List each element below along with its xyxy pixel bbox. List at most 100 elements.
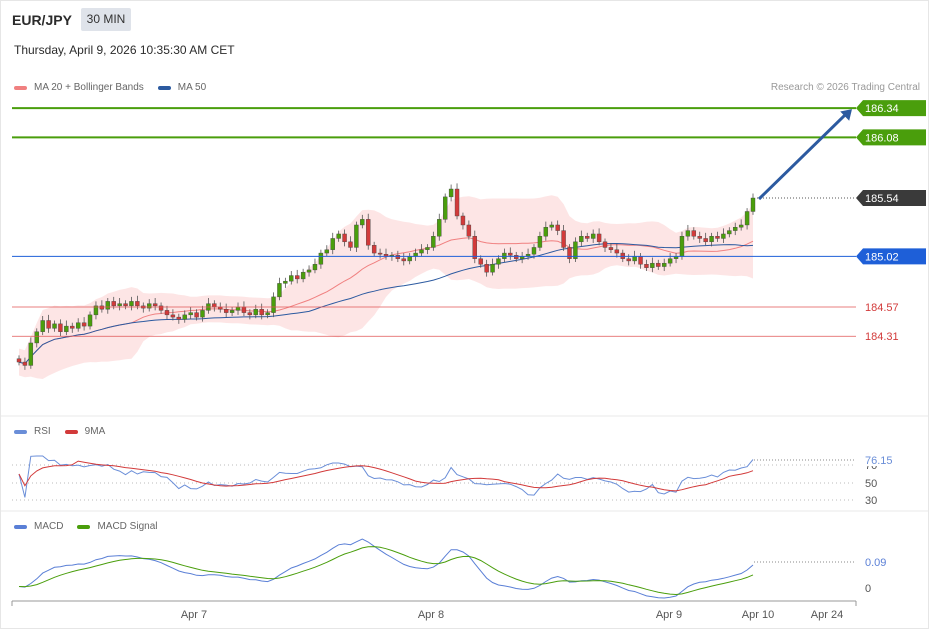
candle-body: [567, 247, 572, 259]
candle-body: [147, 303, 152, 309]
candle-body: [318, 252, 324, 265]
macd-legend: MACD MACD Signal: [14, 521, 171, 532]
candle-body: [306, 269, 312, 273]
resistance-label-bg: [856, 100, 926, 117]
macd-panel: 0.09 0: [18, 538, 886, 599]
candle-body: [111, 301, 116, 307]
candle-body: [64, 325, 69, 332]
resistance-label: 186.34: [865, 103, 899, 115]
candle-body: [58, 323, 63, 332]
candle-body: [70, 325, 75, 329]
candle-body: [514, 255, 519, 259]
candle-body: [330, 238, 335, 250]
macd-last-value: 0.09: [865, 557, 886, 569]
bollinger-band: [19, 195, 753, 379]
candle-body: [152, 303, 158, 307]
rsi-tick-30: 30: [865, 495, 877, 507]
candle-body: [253, 309, 258, 316]
candle-body: [265, 312, 270, 316]
x-tick-apr24: Apr 24: [811, 609, 843, 621]
macd-tick-0: 0: [865, 583, 871, 595]
ma20-legend-swatch: [14, 85, 27, 90]
candle-body: [579, 236, 584, 243]
candle-body: [176, 316, 182, 320]
credit-text: Research © 2026 Trading Central: [770, 82, 920, 93]
candle-body: [117, 303, 122, 307]
macd-signal-legend-swatch: [77, 524, 91, 529]
candle-body: [508, 252, 513, 256]
price-panel: [16, 183, 756, 379]
candle-body: [105, 301, 110, 310]
candle-body: [129, 301, 134, 307]
candle-body: [135, 301, 140, 307]
candle-body: [703, 238, 708, 243]
candle-body: [277, 283, 282, 298]
candle-body: [342, 233, 347, 243]
candle-body: [28, 342, 34, 366]
candle-body: [738, 224, 744, 228]
candle-body: [620, 252, 625, 259]
timeframe-badge[interactable]: 30 MIN: [81, 8, 131, 31]
candle-body: [366, 219, 371, 246]
candle-body: [685, 230, 691, 237]
candle-body: [454, 188, 460, 217]
candle-body: [733, 227, 738, 231]
macd-legend-swatch: [14, 524, 27, 529]
candle-body: [259, 309, 264, 316]
candle-body: [235, 306, 241, 311]
candle-body: [200, 310, 205, 318]
candle-body: [691, 230, 697, 237]
candle-body: [34, 331, 39, 344]
candle-body: [543, 227, 549, 237]
candle-body: [360, 219, 365, 226]
candle-body: [312, 264, 318, 271]
candle-body: [596, 233, 602, 243]
projection-arrow: [757, 112, 849, 201]
candle-body: [709, 236, 714, 243]
rsi-ma-legend-swatch: [64, 429, 78, 434]
candle-body: [170, 314, 176, 318]
datetime-label: Thursday, April 9, 2026 10:35:30 AM CET: [14, 43, 235, 57]
rsi-ma-line: [18, 460, 754, 492]
candle-body: [537, 236, 543, 248]
candle-body: [608, 247, 614, 250]
candle-body: [371, 244, 377, 254]
ma20-legend-label: MA 20 + Bollinger Bands: [34, 82, 144, 93]
time-axis: Apr 7 Apr 8 Apr 9 Apr 10 Apr 24: [11, 600, 857, 621]
candle-body: [602, 241, 608, 248]
x-tick-apr8: Apr 8: [418, 609, 444, 621]
candle-body: [697, 236, 702, 239]
candle-body: [395, 255, 401, 259]
resistance-label-bg: [856, 129, 926, 146]
candle-body: [52, 323, 57, 329]
candle-body: [40, 320, 45, 332]
candle-body: [283, 280, 288, 284]
candle-body: [188, 312, 193, 316]
candle-body: [377, 252, 383, 255]
candle-body: [407, 256, 412, 262]
macd-line: [18, 538, 754, 599]
candle-body: [484, 264, 489, 273]
ma50-legend-label: MA 50: [177, 82, 207, 93]
candle-body: [466, 224, 472, 237]
candle-body: [744, 211, 750, 226]
candle-body: [241, 306, 247, 313]
candle-body: [46, 320, 51, 329]
candle-body: [419, 249, 424, 254]
last-price-label-bg: [856, 190, 926, 206]
candle-body: [460, 215, 466, 226]
x-tick-apr9: Apr 9: [656, 609, 682, 621]
candle-body: [336, 233, 341, 239]
candle-body: [555, 224, 560, 231]
candle-body: [194, 312, 199, 318]
candle-body: [431, 236, 436, 248]
candle-body: [662, 262, 667, 267]
rsi-value-bg: [861, 453, 897, 466]
support-label: 184.31: [865, 331, 899, 343]
candle-body: [448, 188, 454, 198]
macd-legend-label: MACD: [34, 521, 64, 532]
candle-body: [16, 358, 22, 363]
price-legend: MA 20 + Bollinger Bands MA 50: [14, 82, 220, 93]
